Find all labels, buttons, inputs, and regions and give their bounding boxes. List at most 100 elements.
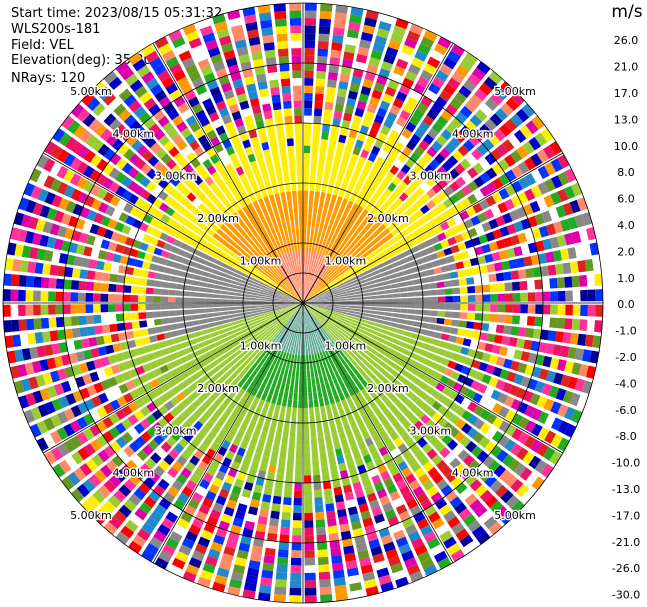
range-gate: [167, 378, 177, 388]
range-gate: [430, 491, 443, 504]
range-gate: [362, 24, 376, 35]
range-gate: [392, 303, 401, 308]
range-gate: [213, 198, 223, 208]
range-gate: [304, 527, 314, 536]
range-gate: [511, 413, 523, 426]
range-gate: [423, 461, 435, 473]
range-gate: [348, 227, 356, 236]
range-gate: [46, 207, 58, 221]
range-gate: [166, 436, 177, 448]
range-gate: [467, 286, 476, 294]
range-gate: [525, 471, 539, 486]
range-gate: [303, 370, 307, 378]
range-gate: [138, 312, 147, 320]
range-gate: [401, 467, 413, 478]
range-gate: [400, 292, 408, 298]
range-gate: [200, 346, 210, 354]
range-gate: [477, 212, 488, 223]
range-gate: [281, 306, 289, 309]
range-gate: [283, 309, 290, 315]
range-gate: [549, 277, 558, 289]
range-gate: [310, 304, 318, 306]
range-gate: [295, 303, 303, 305]
range-gate: [160, 382, 171, 392]
range-gate: [356, 272, 365, 279]
range-gate: [308, 392, 313, 401]
range-gate: [86, 360, 96, 372]
range-gate: [371, 330, 380, 337]
range-gate: [198, 181, 208, 191]
range-gate: [289, 595, 302, 603]
range-gate: [418, 121, 430, 133]
range-gate: [474, 350, 484, 360]
range-gate: [516, 338, 525, 349]
range-gate: [519, 125, 533, 139]
range-gate: [185, 30, 200, 42]
range-gate: [390, 322, 399, 328]
range-gate: [262, 229, 269, 238]
range-gate: [350, 359, 358, 367]
range-gate: [312, 459, 320, 468]
range-gate: [345, 36, 358, 46]
range-gate: [306, 370, 311, 378]
range-gate: [364, 485, 375, 496]
range-gate: [394, 247, 403, 255]
range-gate: [327, 281, 335, 287]
range-gate: [313, 123, 321, 132]
range-gate: [275, 571, 288, 580]
range-gate: [76, 416, 88, 430]
range-gate: [497, 392, 508, 404]
range-gate: [196, 263, 205, 270]
range-gate: [121, 189, 133, 201]
range-gate: [445, 342, 455, 351]
range-gate: [167, 127, 179, 139]
range-gate: [311, 323, 315, 331]
range-gate: [318, 328, 324, 336]
range-gate: [344, 234, 352, 243]
range-gate: [219, 373, 229, 383]
range-gate: [342, 263, 350, 270]
range-gate: [412, 486, 425, 498]
range-gate: [399, 192, 409, 202]
range-gate: [295, 281, 299, 289]
range-gate: [309, 258, 313, 267]
range-gate: [79, 129, 93, 143]
range-gate: [168, 317, 177, 324]
range-gate: [253, 484, 263, 494]
range-gate: [149, 57, 163, 70]
range-gate: [457, 242, 467, 252]
range-gate: [304, 3, 317, 11]
range-gate: [361, 285, 369, 291]
range-gate: [311, 339, 315, 347]
range-gate: [221, 481, 232, 492]
range-gate: [216, 567, 230, 578]
range-gate: [406, 140, 417, 151]
range-gate: [304, 10, 317, 19]
range-gate: [212, 246, 221, 254]
range-gate: [398, 84, 411, 96]
range-gate: [364, 110, 375, 121]
range-gate: [467, 401, 478, 413]
range-gate: [197, 460, 209, 472]
range-gate: [214, 574, 228, 586]
range-gate: [235, 309, 244, 314]
range-gate: [340, 66, 352, 76]
range-gate: [447, 360, 457, 370]
range-gate: [564, 185, 576, 200]
range-gate: [215, 125, 226, 136]
range-gate: [94, 123, 107, 137]
range-gate: [284, 269, 290, 277]
range-gate: [193, 175, 204, 186]
range-gate: [479, 409, 491, 421]
range-gate: [240, 340, 249, 347]
range-gate: [312, 130, 320, 139]
range-gate: [130, 286, 139, 294]
range-gate: [213, 303, 221, 308]
range-gate: [338, 270, 346, 277]
range-gate: [343, 345, 351, 353]
range-gate: [254, 406, 262, 415]
range-gate: [109, 153, 122, 166]
range-gate: [364, 202, 373, 212]
range-gate: [307, 281, 311, 289]
nrays-label: NRays: 120: [11, 71, 86, 86]
